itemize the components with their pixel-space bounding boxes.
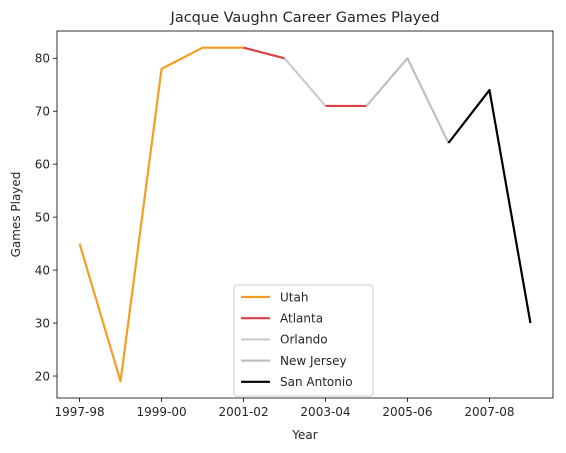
series-line-san-antonio bbox=[447, 88, 532, 324]
legend-label: New Jersey bbox=[280, 354, 347, 368]
y-tick-label: 80 bbox=[35, 52, 50, 66]
y-tick-label: 50 bbox=[35, 210, 50, 224]
series-line-orlando bbox=[283, 57, 327, 107]
x-tick-label: 2001-02 bbox=[218, 405, 268, 419]
y-tick-label: 60 bbox=[35, 157, 50, 171]
legend-box bbox=[233, 284, 374, 397]
axes-frame bbox=[56, 30, 554, 399]
legend-label: Utah bbox=[280, 290, 308, 304]
legend-label: San Antonio bbox=[280, 375, 353, 389]
y-tick-label: 30 bbox=[35, 316, 50, 330]
x-tick-label: 2007-08 bbox=[464, 405, 514, 419]
y-tick-label: 20 bbox=[35, 369, 50, 383]
series-line-atlanta bbox=[243, 46, 285, 60]
y-tick-label: 70 bbox=[35, 105, 50, 119]
x-axis-label: Year bbox=[291, 428, 317, 442]
legend-label: Orlando bbox=[280, 333, 328, 347]
series-line-new-jersey bbox=[365, 57, 450, 144]
series-line-utah bbox=[78, 46, 244, 383]
x-tick-label: 2005-06 bbox=[382, 405, 432, 419]
legend-label: Atlanta bbox=[280, 312, 323, 326]
x-axis-ticks: 1997-98 1999-00 2001-02 2003-04 2005-06 2007-… bbox=[54, 398, 515, 419]
x-tick-label: 1997-98 bbox=[54, 405, 104, 419]
x-tick-label: 1999-00 bbox=[136, 405, 186, 419]
y-axis-label: Games Played bbox=[9, 172, 23, 258]
y-axis-ticks: 20 30 40 50 60 70 80 bbox=[35, 52, 57, 383]
plot-area bbox=[78, 46, 532, 383]
y-tick-label: 40 bbox=[35, 263, 50, 277]
chart-title: Jacque Vaughn Career Games Played bbox=[170, 10, 440, 26]
legend: Utah Atlanta Orlando New Jersey San Antonio bbox=[233, 284, 374, 397]
x-tick-label: 2003-04 bbox=[300, 405, 350, 419]
